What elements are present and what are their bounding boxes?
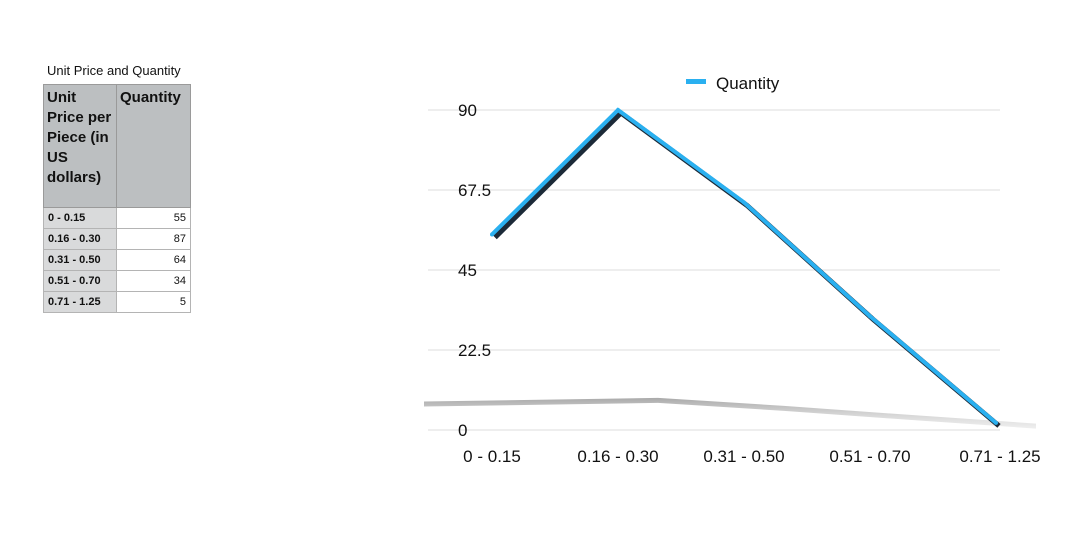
table-cell-category: 0.16 - 0.30 [43, 228, 117, 250]
table-cell-category: 0.71 - 1.25 [43, 291, 117, 313]
table-row: 0.51 - 0.70 34 [43, 270, 191, 292]
table-cell-value: 5 [116, 291, 191, 313]
table-row: 0.71 - 1.25 5 [43, 291, 191, 313]
legend-swatch [686, 79, 706, 84]
x-tick-label: 0.51 - 0.70 [829, 447, 910, 466]
data-point [994, 420, 998, 425]
table-cell-value: 87 [116, 228, 191, 250]
table-title: Unit Price and Quantity [47, 63, 181, 78]
table-header-row: Unit Price per Piece (in US dollars) Qua… [43, 84, 191, 208]
data-point [742, 200, 746, 205]
y-tick-label: 67.5 [458, 181, 491, 200]
table-cell-category: 0.51 - 0.70 [43, 270, 117, 292]
x-tick-label: 0.16 - 0.30 [577, 447, 658, 466]
floor-shadow [424, 397, 1036, 429]
legend-label: Quantity [716, 74, 780, 93]
x-tick-label: 0 - 0.15 [463, 447, 521, 466]
table-cell-category: 0.31 - 0.50 [43, 249, 117, 271]
series-group [490, 107, 1001, 428]
header-quantity: Quantity [116, 84, 191, 208]
table-row: 0.16 - 0.30 87 [43, 228, 191, 250]
series-line-side [493, 109, 1001, 428]
data-table: Unit Price per Piece (in US dollars) Qua… [43, 84, 191, 313]
gridlines [428, 109, 1000, 431]
y-tick-label: 0 [458, 421, 467, 440]
series-line [490, 107, 998, 425]
axis-labels: 0 22.5 45 67.5 90 0 - 0.15 0.16 - 0.30 0.31 - 0… [458, 101, 1041, 466]
y-tick-label: 45 [458, 261, 477, 280]
table-cell-value: 55 [116, 207, 191, 229]
table-cell-value: 34 [116, 270, 191, 292]
legend: Quantity [686, 74, 780, 93]
x-tick-label: 0.31 - 0.50 [703, 447, 784, 466]
y-tick-label: 90 [458, 101, 477, 120]
data-point [490, 232, 494, 237]
table-row: 0.31 - 0.50 64 [43, 249, 191, 271]
x-tick-label: 0.71 - 1.25 [959, 447, 1040, 466]
data-point [616, 108, 620, 112]
y-tick-label: 22.5 [458, 341, 491, 360]
data-point [868, 314, 872, 319]
line-shadow [424, 397, 1036, 429]
